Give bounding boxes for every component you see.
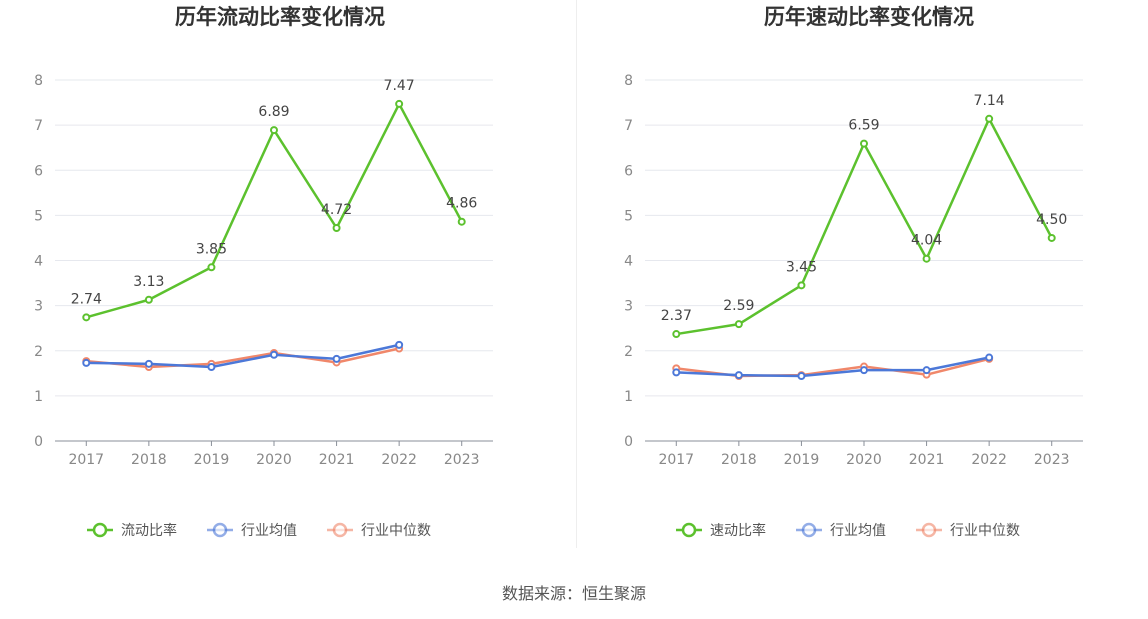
legend-marker[interactable] xyxy=(681,522,697,538)
x-tick-label: 2020 xyxy=(846,452,882,468)
x-tick-label: 2017 xyxy=(658,452,694,468)
current-ratio-chart-panel: 历年流动比率变化情况 0 1 2 3 4 5 6 7 8 2017 2018 2019 2020 2021 2… xyxy=(0,0,574,560)
x-tick-label: 2020 xyxy=(256,452,292,468)
legend-label[interactable]: 流动比率 xyxy=(121,522,177,539)
data-point[interactable] xyxy=(860,366,868,375)
y-tick-label: 2 xyxy=(624,344,633,360)
data-label: 7.47 xyxy=(384,78,415,94)
y-tick-label: 4 xyxy=(624,254,633,270)
legend-marker[interactable] xyxy=(921,522,937,538)
x-tick-label: 2018 xyxy=(721,452,757,468)
data-point[interactable] xyxy=(672,368,681,377)
x-tick-label: 2023 xyxy=(444,452,480,468)
data-label: 6.59 xyxy=(848,118,879,134)
legend-marker[interactable] xyxy=(92,522,108,538)
data-label: 4.50 xyxy=(1036,212,1067,228)
x-tick-label: 2017 xyxy=(68,452,104,468)
data-label: 3.45 xyxy=(786,259,817,275)
quick-ratio-chart: 历年速动比率变化情况 0 1 2 3 4 5 6 7 8 2017 2018 2019 2020 2021 2… xyxy=(624,5,1083,539)
data-point[interactable] xyxy=(82,313,91,322)
y-tick-label: 7 xyxy=(34,118,43,134)
x-tick-label: 2021 xyxy=(319,452,355,468)
x-tick-label: 2021 xyxy=(909,452,945,468)
chart-title: 历年流动比率变化情况 xyxy=(175,5,385,29)
data-label: 4.72 xyxy=(321,202,352,218)
data-point[interactable] xyxy=(82,358,91,367)
y-tick-label: 7 xyxy=(624,118,633,134)
y-tick-label: 0 xyxy=(624,434,633,450)
data-label: 2.74 xyxy=(71,291,102,307)
legend-label[interactable]: 速动比率 xyxy=(710,522,766,539)
data-label: 3.85 xyxy=(196,241,227,257)
data-point[interactable] xyxy=(332,354,341,363)
series-line-industry-median xyxy=(86,347,400,369)
data-point[interactable] xyxy=(1047,233,1056,242)
x-tick-label: 2022 xyxy=(381,452,417,468)
legend-marker[interactable] xyxy=(801,522,817,538)
data-point[interactable] xyxy=(332,224,341,233)
data-point[interactable] xyxy=(270,126,278,135)
series-line-industry-mean xyxy=(86,343,400,369)
data-point[interactable] xyxy=(395,340,404,349)
legend-label[interactable]: 行业均值 xyxy=(830,523,886,539)
x-tick-label: 2022 xyxy=(971,452,1007,468)
y-tick-label: 5 xyxy=(34,208,43,224)
data-point[interactable] xyxy=(144,295,153,304)
current-ratio-chart: 历年流动比率变化情况 0 1 2 3 4 5 6 7 8 2017 2018 2019 2020 2021 2… xyxy=(34,5,493,539)
data-point[interactable] xyxy=(860,139,868,148)
y-tick-label: 8 xyxy=(624,73,633,89)
data-label: 3.13 xyxy=(133,274,164,290)
y-tick-label: 1 xyxy=(34,389,43,405)
data-point[interactable] xyxy=(922,254,931,263)
data-label: 2.59 xyxy=(723,298,754,314)
data-label: 4.04 xyxy=(911,233,942,249)
data-point[interactable] xyxy=(672,330,681,339)
y-tick-label: 2 xyxy=(34,344,43,360)
data-point[interactable] xyxy=(734,320,743,329)
data-point[interactable] xyxy=(797,372,806,381)
y-tick-label: 0 xyxy=(34,434,43,450)
legend-label[interactable]: 行业均值 xyxy=(241,523,297,539)
data-label: 7.14 xyxy=(974,93,1005,109)
data-point[interactable] xyxy=(207,362,216,371)
data-point[interactable] xyxy=(985,114,994,123)
x-tick-label: 2019 xyxy=(784,452,820,468)
data-point[interactable] xyxy=(922,366,931,375)
data-point[interactable] xyxy=(797,281,806,290)
data-label: 6.89 xyxy=(258,104,289,120)
x-tick-label: 2023 xyxy=(1034,452,1070,468)
data-point[interactable] xyxy=(144,359,153,368)
y-tick-label: 3 xyxy=(34,299,43,315)
legend-label[interactable]: 行业中位数 xyxy=(950,523,1020,539)
chart-title: 历年速动比率变化情况 xyxy=(764,5,974,29)
y-tick-label: 5 xyxy=(624,208,633,224)
legend-marker[interactable] xyxy=(212,522,228,538)
data-point[interactable] xyxy=(207,263,216,272)
x-tick-label: 2019 xyxy=(194,452,230,468)
data-point[interactable] xyxy=(270,350,278,359)
quick-ratio-chart-panel: 历年速动比率变化情况 0 1 2 3 4 5 6 7 8 2017 2018 2019 2020 2021 2… xyxy=(577,0,1148,560)
data-label: 2.37 xyxy=(661,308,692,324)
y-tick-label: 6 xyxy=(34,163,43,179)
data-point[interactable] xyxy=(395,99,404,108)
y-tick-label: 3 xyxy=(624,299,633,315)
y-tick-label: 4 xyxy=(34,254,43,270)
legend-marker[interactable] xyxy=(332,522,348,538)
y-tick-label: 1 xyxy=(624,389,633,405)
y-tick-label: 6 xyxy=(624,163,633,179)
data-label: 4.86 xyxy=(446,196,477,212)
data-source-note: 数据来源：恒生聚源 xyxy=(501,584,646,603)
y-tick-label: 8 xyxy=(34,73,43,89)
legend-label[interactable]: 行业中位数 xyxy=(361,523,431,539)
panel-divider xyxy=(576,0,577,548)
data-point[interactable] xyxy=(734,371,743,380)
data-point[interactable] xyxy=(457,217,466,226)
series-line-industry-mean xyxy=(676,356,990,378)
x-tick-label: 2018 xyxy=(131,452,167,468)
data-point[interactable] xyxy=(985,353,994,362)
